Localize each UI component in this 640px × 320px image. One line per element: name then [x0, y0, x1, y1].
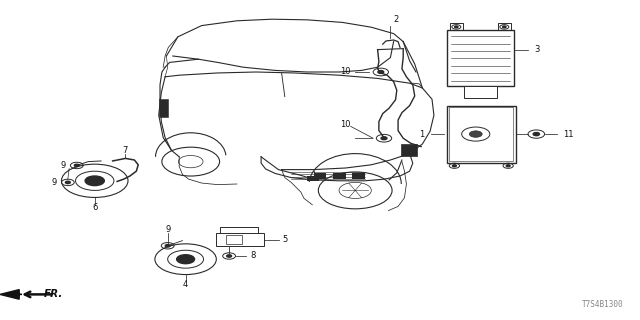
- Circle shape: [454, 26, 458, 28]
- Bar: [447, 106, 516, 163]
- Bar: [226, 235, 242, 244]
- Bar: [449, 107, 513, 161]
- Bar: [352, 173, 365, 179]
- Text: 9: 9: [51, 178, 56, 187]
- Bar: [333, 173, 346, 179]
- Circle shape: [177, 255, 195, 264]
- Bar: [307, 176, 319, 181]
- Text: FR.: FR.: [44, 289, 63, 300]
- Bar: [463, 86, 497, 98]
- Bar: [498, 23, 511, 30]
- Text: 10: 10: [340, 68, 351, 76]
- Circle shape: [378, 70, 384, 74]
- Circle shape: [502, 26, 506, 28]
- Bar: [450, 23, 463, 30]
- Circle shape: [533, 132, 540, 136]
- Text: 5: 5: [283, 235, 288, 244]
- Circle shape: [452, 165, 456, 167]
- Bar: [314, 173, 326, 179]
- Text: 9: 9: [60, 161, 65, 170]
- Text: 7: 7: [123, 146, 128, 155]
- Bar: [401, 144, 417, 156]
- Circle shape: [165, 244, 170, 247]
- Circle shape: [227, 255, 232, 257]
- Text: 3: 3: [534, 45, 540, 54]
- Text: 11: 11: [563, 130, 573, 139]
- Text: T7S4B1300: T7S4B1300: [582, 300, 624, 309]
- Circle shape: [74, 164, 79, 167]
- Text: 2: 2: [393, 15, 398, 24]
- Text: 8: 8: [250, 252, 255, 260]
- Text: 6: 6: [92, 204, 97, 212]
- Bar: [216, 233, 264, 246]
- Circle shape: [381, 137, 387, 140]
- Circle shape: [85, 176, 104, 186]
- Text: 1: 1: [419, 130, 424, 139]
- Circle shape: [506, 165, 510, 167]
- Bar: [159, 99, 168, 117]
- Bar: [447, 30, 514, 86]
- Circle shape: [469, 131, 482, 137]
- Text: 4: 4: [183, 280, 188, 289]
- FancyArrow shape: [0, 290, 22, 299]
- Circle shape: [65, 181, 70, 184]
- Text: 10: 10: [340, 120, 351, 129]
- Text: 9: 9: [165, 225, 170, 234]
